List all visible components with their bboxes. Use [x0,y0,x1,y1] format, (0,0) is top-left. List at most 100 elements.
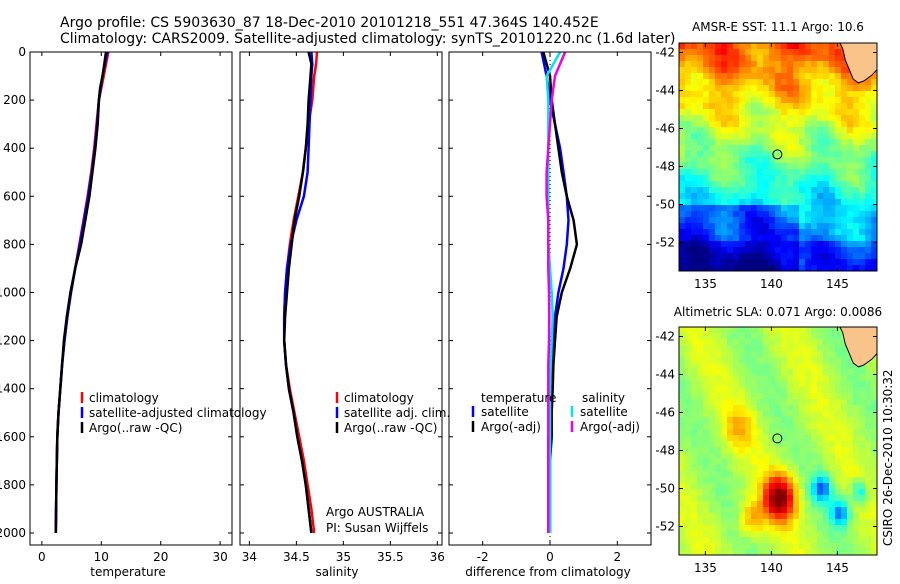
map-cell [715,175,722,182]
map-cell [775,519,782,526]
map-cell [739,465,746,472]
map-cell [859,151,866,158]
map-cell [811,103,818,110]
map-cell [757,151,764,158]
map-cell [697,145,704,152]
map-cell [739,513,746,520]
map-cell [691,85,698,92]
map-cell [709,205,716,212]
map-cell [865,265,872,271]
map-cell [781,339,788,346]
map-cell [805,495,812,502]
map-cell [757,531,764,538]
map-cell [841,519,848,526]
map-cell [733,477,740,484]
map-cell [793,163,800,170]
map-cell [703,193,710,200]
map-cell [829,121,836,128]
map-cell [841,235,848,242]
map-cell [763,115,770,122]
map-cell [793,495,800,502]
map-cell [757,417,764,424]
map-cell [679,483,686,490]
map-cell [733,121,740,128]
map-cell [751,43,758,50]
map-cell [817,549,824,555]
map-cell [865,205,872,212]
map-cell [709,139,716,146]
map-cell [847,411,854,418]
map-cell [751,531,758,538]
map-cell [847,471,854,478]
map-cell [787,91,794,98]
map-cell [793,241,800,248]
map-cell [709,363,716,370]
map-cell [703,79,710,86]
map-cell [733,223,740,230]
map-cell [751,139,758,146]
map-cell [763,387,770,394]
map-cell [805,169,812,176]
map-cell [841,423,848,430]
map-cell [763,375,770,382]
map-cell [679,61,686,68]
map-cell [691,423,698,430]
map-cell [835,97,842,104]
map-cell [739,223,746,230]
map-cell [685,537,692,544]
map-cell [859,495,866,502]
map-cell [733,205,740,212]
map-cell [859,435,866,442]
map-cell [853,211,860,218]
map-cell [751,495,758,502]
map-cell [799,519,806,526]
map-cell [691,429,698,436]
map-cell [871,73,877,80]
map-cell [679,477,686,484]
map-cell [745,217,752,224]
map-cell [691,67,698,74]
map-cell [835,61,842,68]
map-cell [715,363,722,370]
map-cell [805,351,812,358]
map-cell [781,327,788,334]
map-cell [793,217,800,224]
map-cell [847,513,854,520]
map-cell [793,49,800,56]
map-cell [751,223,758,230]
map-cell [817,79,824,86]
map-cell [799,537,806,544]
map-cell [745,145,752,152]
map-cell [733,423,740,430]
map-cell [805,429,812,436]
map-cell [793,229,800,236]
map-cell [757,127,764,134]
map-cell [829,537,836,544]
map-cell [829,217,836,224]
map-cell [769,525,776,532]
map-cell [691,393,698,400]
map-cell [739,157,746,164]
map-cell [775,333,782,340]
map-cell [775,127,782,134]
map-cell [697,447,704,454]
map-cell [745,477,752,484]
map-cell [769,363,776,370]
map-cell [727,471,734,478]
map-cell [691,193,698,200]
map-cell [715,381,722,388]
map-cell [865,363,872,370]
map-cell [823,411,830,418]
map-cell [769,91,776,98]
map-cell [679,495,686,502]
map-cell [775,345,782,352]
map-cell [757,139,764,146]
map-cell [751,471,758,478]
map-cell [859,459,866,466]
map-cell [787,61,794,68]
map-cell [817,369,824,376]
map-cell [691,447,698,454]
map-cell [721,139,728,146]
map-cell [781,543,788,550]
map-cell [775,327,782,334]
